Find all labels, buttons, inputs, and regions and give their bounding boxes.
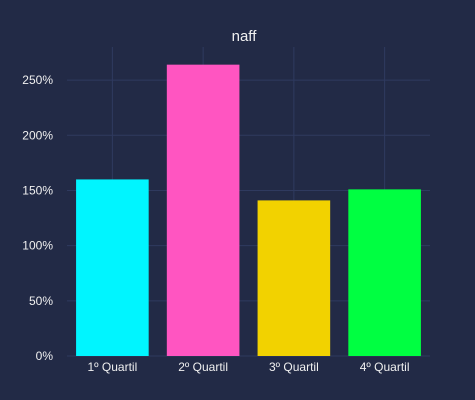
chart-title: naff xyxy=(232,28,258,45)
y-tick-label: 50% xyxy=(29,294,53,308)
y-tick-label: 200% xyxy=(22,128,53,142)
y-tick-label: 250% xyxy=(22,73,53,87)
x-axis: 1º Quartil 2º Quartil 3º Quartil 4º Quartil xyxy=(88,360,410,374)
bar xyxy=(166,64,240,357)
bar xyxy=(348,189,421,356)
y-tick-label: 100% xyxy=(22,239,53,253)
bars-group xyxy=(76,64,421,357)
x-tick-label: 4º Quartil xyxy=(360,360,410,374)
y-tick-label: 150% xyxy=(22,183,53,197)
y-axis: 0% 50% 100% 150% 200% 250% xyxy=(22,73,53,363)
bar xyxy=(76,179,149,356)
x-tick-label: 2º Quartil xyxy=(178,360,228,374)
x-tick-label: 1º Quartil xyxy=(88,360,138,374)
x-tick-label: 3º Quartil xyxy=(269,360,319,374)
y-tick-label: 0% xyxy=(36,349,54,363)
bar xyxy=(257,200,331,356)
